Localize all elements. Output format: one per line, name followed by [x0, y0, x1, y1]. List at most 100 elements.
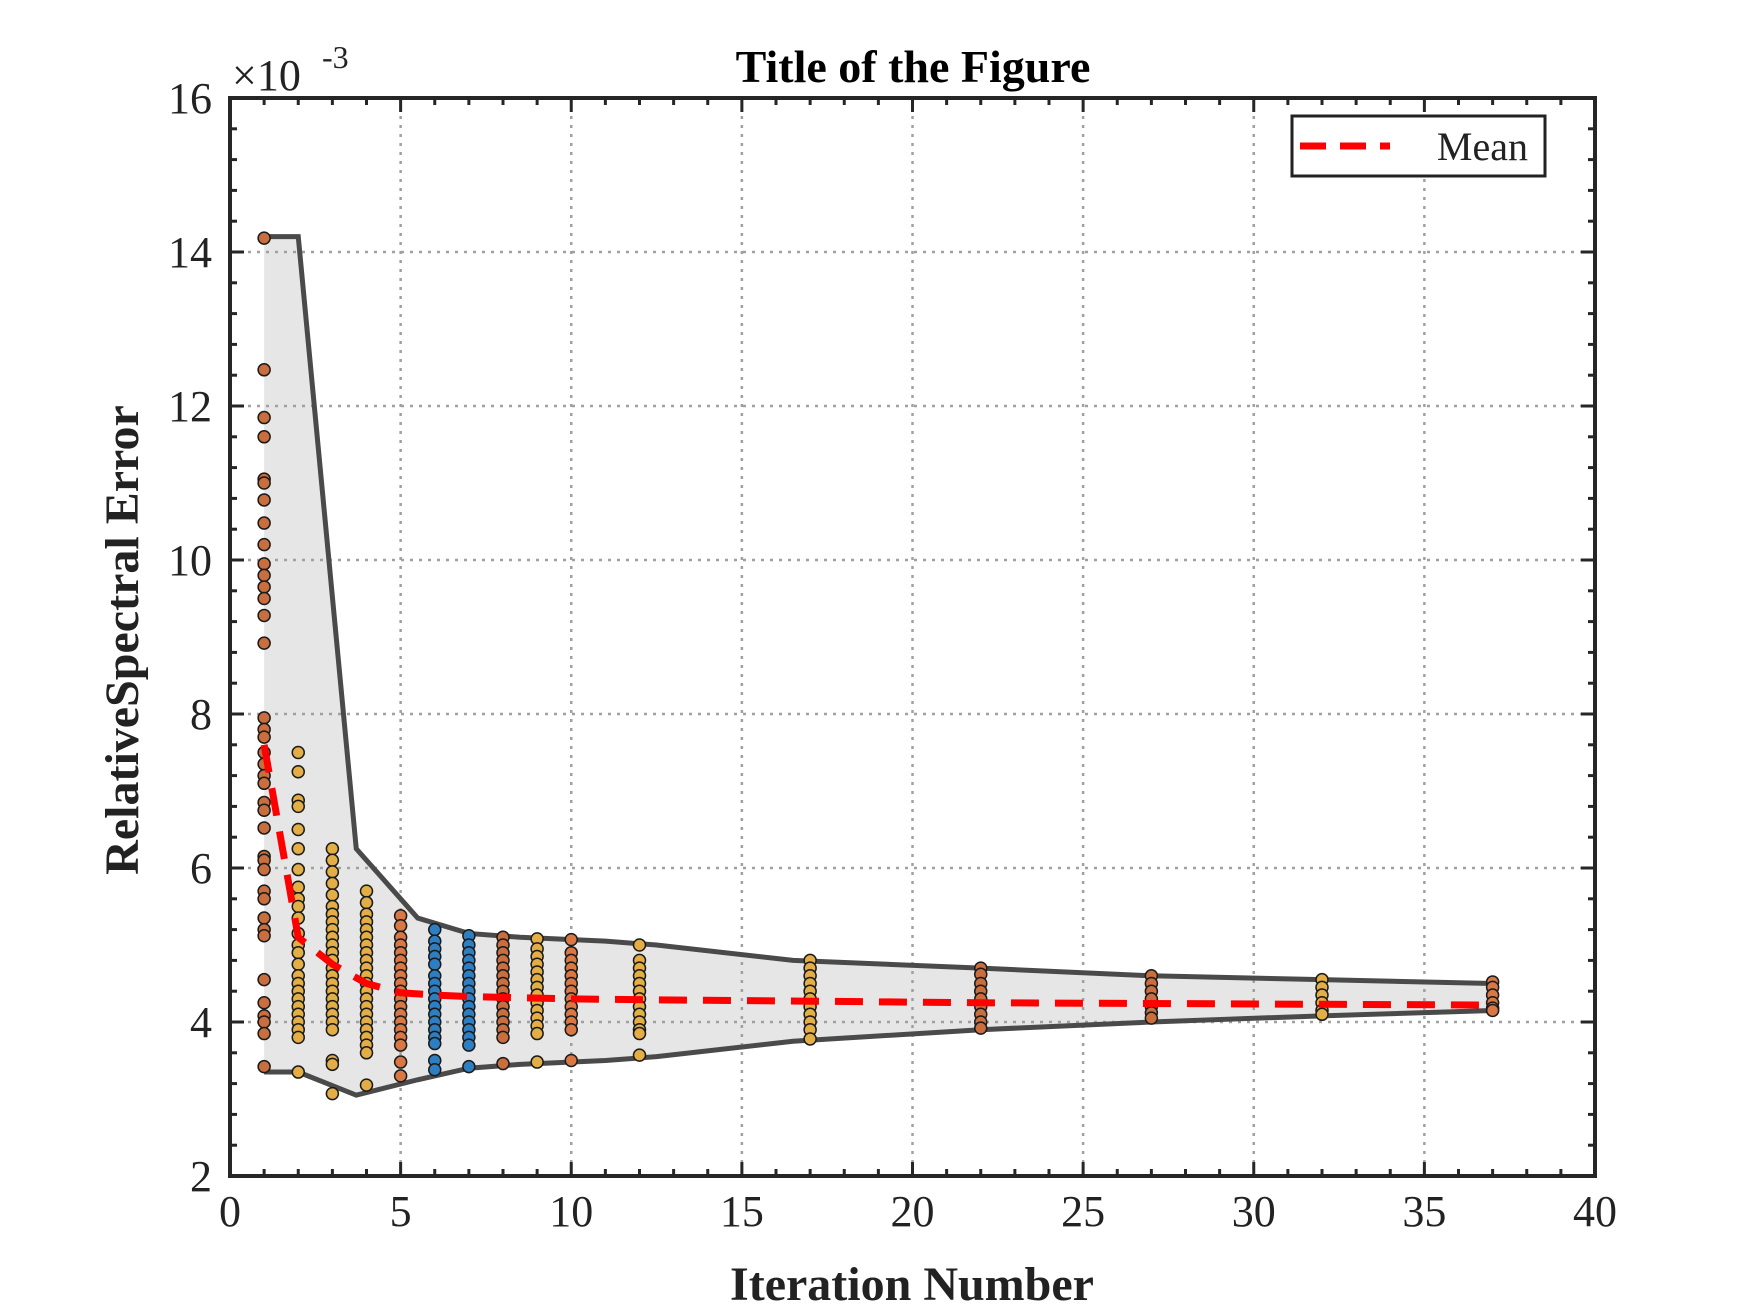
data-point	[257, 972, 271, 987]
data-point	[257, 591, 271, 606]
data-point	[257, 862, 271, 877]
chart-title: Title of the Figure	[736, 41, 1091, 92]
data-point	[257, 430, 271, 444]
data-point	[257, 803, 271, 817]
y-exponent-power: -3	[322, 39, 349, 75]
x-tick-label: 10	[549, 1187, 593, 1236]
x-tick-label: 25	[1061, 1187, 1105, 1236]
data-point	[257, 911, 271, 925]
x-tick-label: 0	[219, 1187, 241, 1236]
data-point	[291, 862, 305, 877]
data-point	[1485, 1003, 1500, 1018]
x-tick-label: 15	[720, 1187, 764, 1236]
data-point	[530, 1026, 544, 1041]
data-point	[428, 1036, 442, 1051]
data-point	[1315, 1007, 1329, 1022]
data-point	[564, 932, 578, 947]
data-point	[291, 1030, 305, 1045]
data-point	[359, 884, 374, 898]
data-point	[257, 892, 271, 906]
data-point	[257, 493, 271, 507]
x-tick-label: 30	[1232, 1187, 1276, 1236]
data-point	[291, 799, 305, 814]
data-point	[564, 1053, 578, 1068]
data-point	[291, 880, 305, 894]
y-tick-label: 10	[168, 536, 212, 585]
data-point	[257, 608, 271, 623]
x-tick-label: 20	[891, 1187, 935, 1236]
data-point	[803, 1032, 817, 1046]
x-axis-title: Iteration Number	[730, 1258, 1094, 1311]
data-point	[393, 1038, 408, 1052]
y-tick-label: 8	[190, 690, 212, 739]
y-tick-label: 4	[190, 998, 212, 1047]
x-tick-label: 5	[390, 1187, 412, 1236]
data-point	[257, 996, 271, 1010]
data-point	[632, 1048, 647, 1062]
mean-line	[260, 744, 1493, 1009]
data-point	[291, 745, 305, 760]
data-point	[257, 821, 271, 835]
data-point	[291, 822, 305, 837]
data-point	[291, 842, 305, 856]
data-point	[496, 1056, 510, 1071]
data-point	[257, 929, 271, 943]
y-exponent-base: ×10	[232, 51, 301, 100]
data-point	[325, 876, 340, 891]
data-point	[257, 711, 271, 725]
data-point	[393, 1069, 408, 1083]
data-point	[291, 957, 305, 971]
y-tick-label: 14	[168, 228, 212, 277]
data-point	[325, 842, 340, 856]
legend-box	[1290, 114, 1547, 178]
x-tick-label: 35	[1402, 1187, 1446, 1236]
legend: Mean	[1290, 114, 1547, 178]
envelope-fill	[264, 236, 1493, 1096]
data-point	[291, 1065, 305, 1079]
data-point	[393, 919, 408, 933]
data-point	[632, 938, 647, 952]
data-point	[564, 1022, 578, 1037]
data-point	[325, 853, 340, 868]
data-point	[257, 568, 271, 583]
data-point	[462, 1038, 476, 1052]
data-point	[291, 765, 305, 779]
data-point	[257, 1015, 271, 1029]
plot-area: 0 5 10 15 20 25 30 35 40 2 4 6 8 10 12 14 16	[168, 74, 1617, 1236]
data-point	[428, 957, 442, 971]
data-point	[359, 895, 374, 910]
data-point	[393, 1055, 408, 1069]
y-tick-label: 16	[168, 74, 212, 123]
x-tick-label: 40	[1573, 1187, 1617, 1236]
y-tick-label: 6	[190, 844, 212, 893]
legend-mean-label: Mean	[1437, 124, 1528, 169]
y-axis-title: RelativeSpectral Error	[96, 405, 149, 875]
data-point	[257, 730, 271, 744]
data-point	[257, 636, 271, 650]
data-point	[325, 1057, 340, 1072]
data-point	[257, 410, 271, 425]
y-tick-label: 2	[190, 1152, 212, 1201]
data-point	[974, 1021, 988, 1035]
data-point	[325, 1022, 340, 1037]
data-point	[325, 865, 340, 879]
data-point	[325, 1086, 340, 1101]
data-point	[291, 945, 305, 960]
data-point	[428, 1062, 442, 1077]
data-point	[257, 1026, 271, 1041]
data-point	[359, 1078, 374, 1092]
data-point	[257, 580, 271, 594]
data-point	[257, 516, 271, 530]
data-point	[530, 1055, 544, 1069]
data-point	[257, 537, 271, 552]
data-point	[462, 1059, 476, 1074]
data-point	[257, 231, 271, 245]
data-point	[257, 363, 271, 377]
data-point	[632, 1026, 647, 1041]
data-point	[257, 1059, 271, 1074]
y-exponent-label: ×10 -3	[232, 39, 349, 100]
data-point	[496, 1030, 510, 1045]
data-point	[257, 476, 271, 490]
